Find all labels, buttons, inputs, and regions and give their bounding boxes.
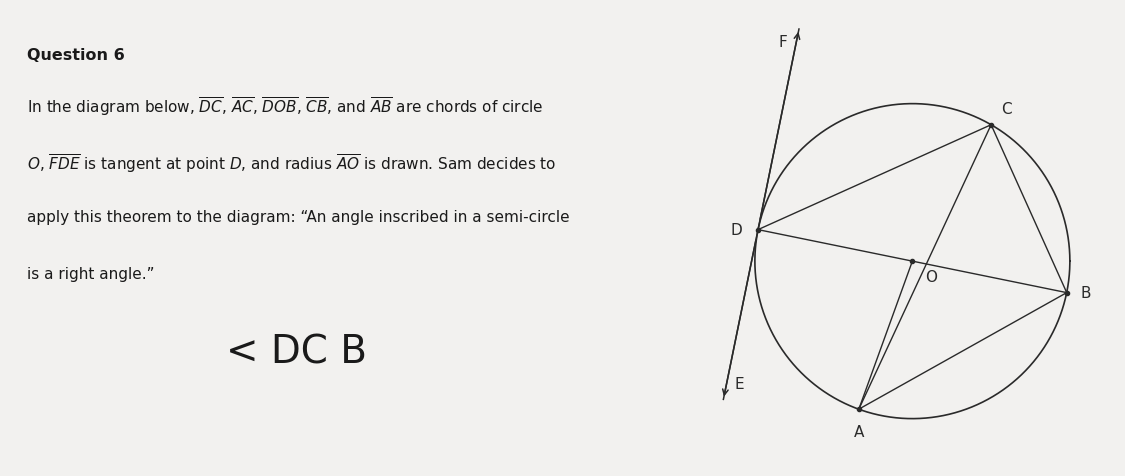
Text: Question 6: Question 6 [27, 48, 125, 62]
Text: O: O [925, 270, 937, 285]
Text: A: A [854, 424, 864, 439]
Text: C: C [1001, 102, 1012, 117]
Text: D: D [730, 223, 741, 238]
Text: apply this theorem to the diagram: “An angle inscribed in a semi-circle: apply this theorem to the diagram: “An a… [27, 209, 569, 224]
Text: is a right angle.”: is a right angle.” [27, 267, 154, 281]
Text: In the diagram below, $\overline{DC}$, $\overline{AC}$, $\overline{DOB}$, $\over: In the diagram below, $\overline{DC}$, $… [27, 95, 543, 118]
Text: E: E [735, 377, 744, 391]
Text: F: F [778, 35, 787, 50]
Text: B: B [1080, 286, 1091, 300]
Text: $O$, $\overline{FDE}$ is tangent at point $D$, and radius $\overline{AO}$ is dra: $O$, $\overline{FDE}$ is tangent at poin… [27, 152, 557, 175]
Text: < DC B: < DC B [226, 333, 368, 371]
